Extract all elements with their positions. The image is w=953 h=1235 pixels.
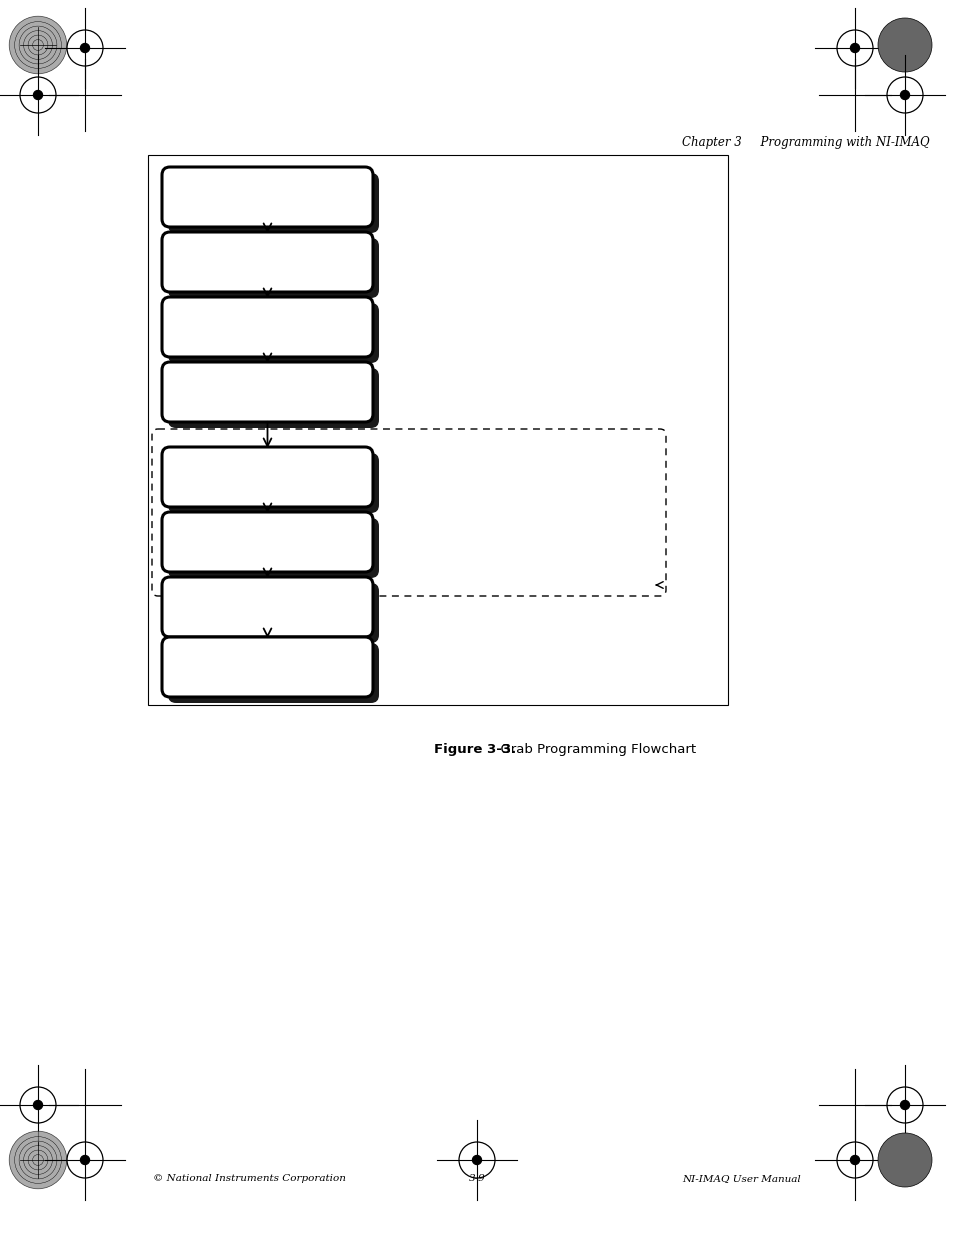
FancyBboxPatch shape	[162, 577, 373, 637]
Circle shape	[900, 90, 908, 100]
Text: Figure 3-3.: Figure 3-3.	[434, 743, 516, 757]
Circle shape	[850, 43, 859, 53]
Circle shape	[850, 1156, 859, 1165]
FancyBboxPatch shape	[168, 368, 378, 429]
FancyBboxPatch shape	[168, 173, 378, 233]
Circle shape	[10, 1131, 67, 1189]
Text: Grab Programming Flowchart: Grab Programming Flowchart	[492, 743, 696, 757]
Circle shape	[80, 1156, 90, 1165]
Circle shape	[10, 16, 67, 74]
Text: © National Instruments Corporation: © National Instruments Corporation	[152, 1173, 345, 1183]
Circle shape	[900, 1100, 908, 1109]
Text: 3-9: 3-9	[468, 1173, 485, 1183]
FancyBboxPatch shape	[168, 517, 378, 578]
FancyBboxPatch shape	[168, 238, 378, 298]
FancyBboxPatch shape	[168, 303, 378, 363]
Circle shape	[472, 1156, 481, 1165]
FancyBboxPatch shape	[162, 362, 373, 422]
FancyBboxPatch shape	[162, 296, 373, 357]
FancyBboxPatch shape	[162, 513, 373, 572]
Bar	[148, 156, 727, 705]
FancyBboxPatch shape	[162, 637, 373, 697]
FancyBboxPatch shape	[168, 583, 378, 643]
Circle shape	[33, 1100, 43, 1109]
Text: NI-IMAQ User Manual: NI-IMAQ User Manual	[682, 1173, 801, 1183]
FancyBboxPatch shape	[162, 447, 373, 508]
FancyBboxPatch shape	[168, 453, 378, 513]
FancyBboxPatch shape	[168, 643, 378, 703]
FancyBboxPatch shape	[162, 167, 373, 227]
Text: Chapter 3     Programming with NI-IMAQ: Chapter 3 Programming with NI-IMAQ	[681, 136, 929, 148]
Circle shape	[877, 19, 931, 72]
FancyBboxPatch shape	[162, 232, 373, 291]
Circle shape	[33, 90, 43, 100]
Circle shape	[877, 1132, 931, 1187]
Circle shape	[80, 43, 90, 53]
